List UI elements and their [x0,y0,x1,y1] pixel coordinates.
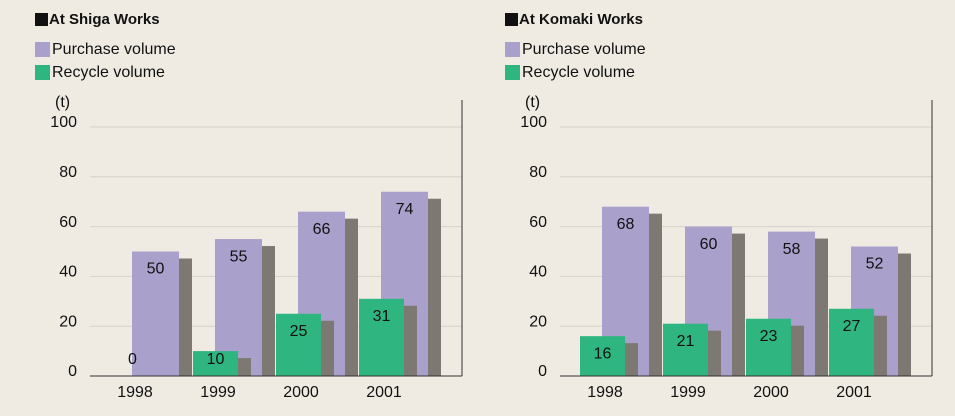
x-tick-label: 1998 [587,384,623,401]
bar [663,323,708,376]
x-tick-label: 2000 [753,384,789,401]
y-tick-label: 0 [68,363,77,380]
title-icon [35,13,48,26]
y-tick-label: 0 [538,363,547,380]
y-tick-label: 40 [59,264,77,281]
legend-swatch [505,65,520,80]
x-tick-label: 1998 [117,384,153,401]
legend-label: Purchase volume [522,41,646,58]
data-label: 58 [783,241,801,258]
y-tick-label: 100 [50,114,77,131]
bar [829,308,874,376]
y-tick-label: 80 [529,164,547,181]
data-label: 16 [594,345,612,362]
y-tick-label: 20 [529,313,547,330]
data-label: 25 [290,323,308,340]
data-label: 55 [230,248,248,265]
data-label: 66 [313,221,331,238]
data-label: 60 [700,236,718,253]
x-tick-label: 2000 [283,384,319,401]
x-tick-label: 1999 [200,384,236,401]
title-icon [505,13,518,26]
bar [359,298,404,376]
legend-label: Purchase volume [52,41,176,58]
bar [132,251,179,376]
x-tick-label: 2001 [366,384,402,401]
y-tick-label: 60 [529,214,547,231]
y-axis-label: (t) [55,94,70,111]
legend-swatch [505,42,520,57]
y-tick-label: 20 [59,313,77,330]
data-label: 21 [677,333,695,350]
legend-swatch [35,42,50,57]
data-label: 23 [760,328,778,345]
chart-title: At Shiga Works [49,11,160,28]
data-label: 74 [396,201,414,218]
y-tick-label: 60 [59,214,77,231]
bar [746,318,791,376]
legend-label: Recycle volume [52,64,165,81]
bar [276,313,321,376]
x-tick-label: 1999 [670,384,706,401]
bar [193,351,238,376]
legend-label: Recycle volume [522,64,635,81]
data-label: 31 [373,308,391,325]
data-label: 52 [866,256,884,273]
data-label: 27 [843,318,861,335]
data-label: 10 [207,351,225,368]
y-tick-label: 80 [59,164,77,181]
y-axis-label: (t) [525,94,540,111]
legend-swatch [35,65,50,80]
data-label: 50 [147,261,165,278]
y-tick-label: 40 [529,264,547,281]
x-tick-label: 2001 [836,384,872,401]
y-tick-label: 100 [520,114,547,131]
data-label: 0 [128,351,137,368]
bar [580,336,625,376]
data-label: 68 [617,216,635,233]
chart-title: At Komaki Works [519,11,643,28]
